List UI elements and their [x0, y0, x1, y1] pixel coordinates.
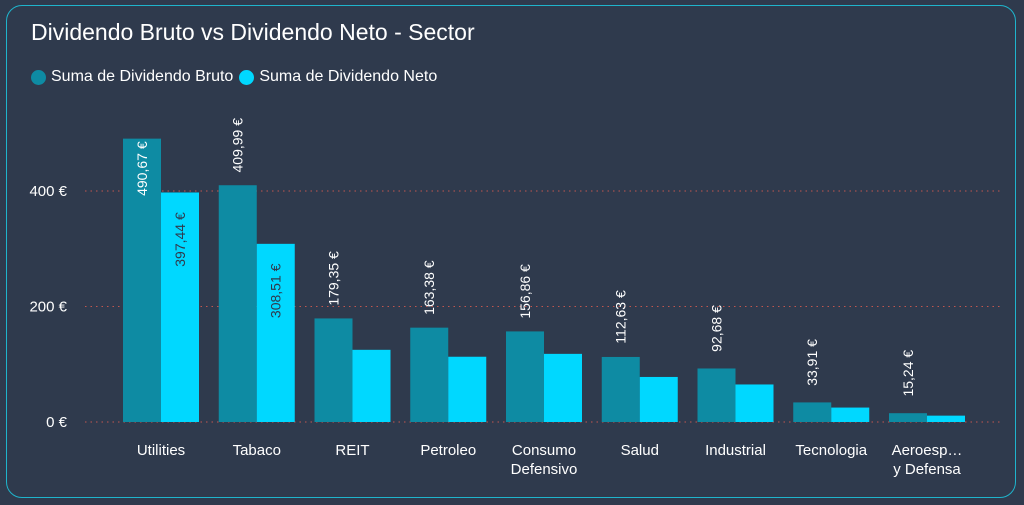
bar-neto — [831, 407, 870, 422]
bar-neto — [352, 349, 391, 422]
y-tick-label: 0 € — [46, 414, 68, 431]
x-tick-label: Defensivo — [511, 461, 578, 478]
y-tick-label: 400 € — [29, 183, 67, 200]
x-tick-label: Consumo — [512, 442, 576, 459]
legend-label-neto: Suma de Dividendo Neto — [259, 68, 438, 85]
legend-item-bruto[interactable]: Suma de Dividendo Bruto — [31, 68, 233, 86]
x-tick-label: Tecnologia — [795, 442, 867, 459]
legend-item-neto[interactable]: Suma de Dividendo Neto — [239, 68, 437, 86]
x-tick-label: y Defensa — [893, 461, 961, 478]
bar-neto — [735, 384, 774, 422]
data-label: 409,99 € — [230, 118, 246, 173]
x-tick-label: Industrial — [705, 442, 766, 459]
bar-bruto — [218, 185, 257, 422]
data-label: 179,35 € — [326, 251, 342, 306]
bar-bruto — [506, 331, 544, 422]
x-tick-label: Tabaco — [233, 442, 281, 459]
bar-bruto — [314, 318, 353, 422]
x-tick-label: REIT — [335, 442, 369, 459]
bar-bruto — [793, 402, 832, 422]
chart-legend: Suma de Dividendo Bruto Suma de Dividend… — [31, 68, 443, 86]
legend-swatch-neto — [239, 69, 255, 85]
x-tick-label: Salud — [621, 442, 659, 459]
legend-label-bruto: Suma de Dividendo Bruto — [51, 68, 234, 85]
bar-bruto — [410, 327, 449, 422]
bar-bruto — [889, 413, 927, 422]
y-tick-label: 200 € — [29, 299, 67, 316]
x-tick-label: Petroleo — [420, 442, 476, 459]
bar-neto — [927, 415, 965, 422]
data-label: 33,91 € — [804, 339, 820, 386]
data-label: 490,67 € — [134, 141, 150, 196]
legend-swatch-bruto — [31, 69, 46, 85]
x-tick-label: Aeroesp… — [892, 442, 963, 459]
bar-bruto — [601, 356, 640, 422]
data-label: 156,86 € — [517, 264, 533, 319]
bar-neto — [256, 243, 295, 422]
bar-neto — [639, 376, 678, 422]
chart-title: Dividendo Bruto vs Dividendo Neto - Sect… — [31, 19, 475, 45]
data-label: 92,68 € — [709, 305, 725, 352]
data-label: 308,51 € — [268, 263, 284, 318]
bar-neto — [448, 356, 487, 422]
bar-neto — [544, 353, 582, 422]
data-label: 163,38 € — [421, 260, 437, 315]
bar-neto — [161, 192, 199, 422]
data-label: 397,44 € — [172, 212, 188, 267]
bar-bruto — [697, 368, 736, 422]
data-label: 15,24 € — [900, 350, 916, 397]
data-label: 112,63 € — [613, 290, 629, 344]
x-tick-label: Utilities — [137, 442, 185, 459]
bar-bruto — [123, 138, 161, 423]
